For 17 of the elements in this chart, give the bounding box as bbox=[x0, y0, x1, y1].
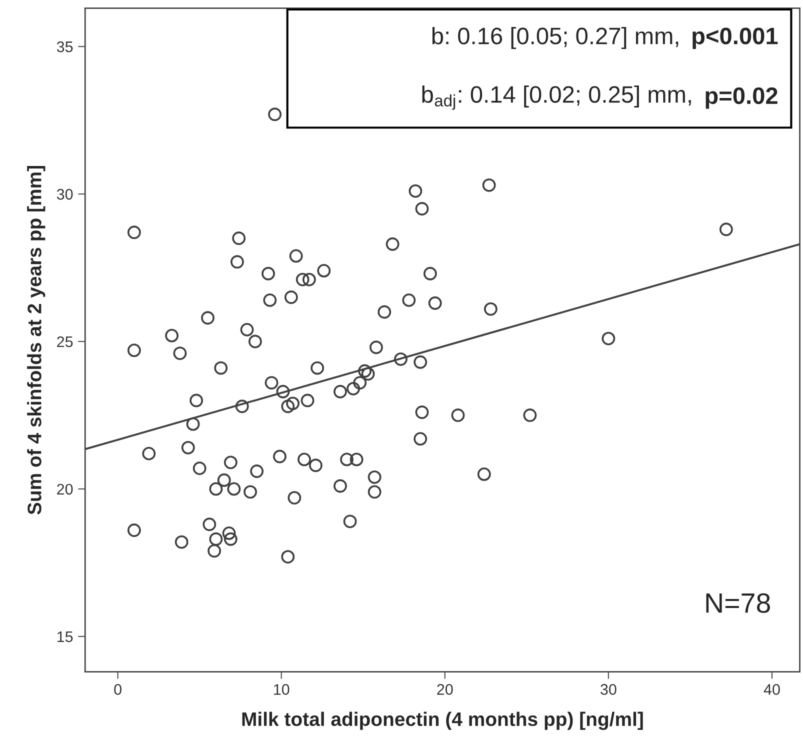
annotation: N=78 bbox=[706, 593, 770, 613]
annotation: p<0.001 bbox=[692, 28, 778, 50]
y-axis-title: Sum of 4 skinfolds at 2 years pp [mm] bbox=[27, 166, 46, 514]
x-tick-label: 0 bbox=[114, 684, 122, 695]
x-tick-label: 30 bbox=[600, 684, 616, 695]
y-tick-label: 15 bbox=[57, 631, 73, 642]
y-tick-label: 20 bbox=[57, 484, 73, 495]
y-tick-label: 35 bbox=[56, 41, 73, 52]
annotation: p=0.02 bbox=[706, 87, 778, 109]
annotation: b: 0.16 [0.05; 0.27] mm, bbox=[432, 27, 678, 50]
x-tick-label: 40 bbox=[764, 684, 780, 695]
y-tick-label: 25 bbox=[57, 336, 73, 348]
y-tick-label: 30 bbox=[56, 188, 73, 200]
x-tick-label: 10 bbox=[274, 684, 290, 695]
annotation: b$_{adj}$: 0.14 [0.02; 0.25] mm, bbox=[422, 86, 691, 110]
x-axis-title: Milk total adiponectin (4 months pp) [ng/ml] bbox=[242, 712, 643, 730]
x-tick-label: 20 bbox=[437, 684, 453, 695]
